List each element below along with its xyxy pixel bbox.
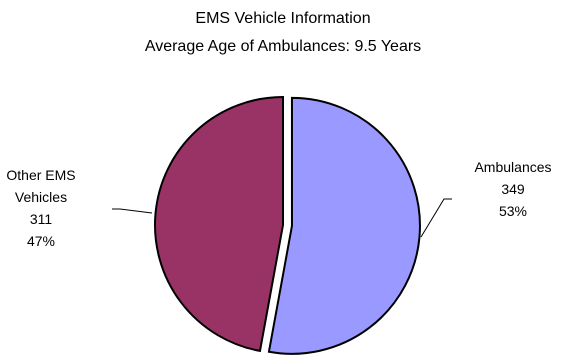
pie-slice-1 [154,95,284,353]
pie-slices [154,95,421,355]
slice-name-1-1: Vehicles [15,189,67,205]
slice-name-1-0: Other EMS [6,167,75,183]
slice-labels: Ambulances 349 53% Other EMS Vehicles 311 47% [6,159,551,249]
chart-subtitle: Average Age of Ambulances: 9.5 Years [145,38,421,55]
pie-slice-0 [267,96,421,355]
slice-percent-1: 47% [27,233,55,249]
slice-value-0: 349 [501,181,525,197]
leader-line-0 [420,198,452,238]
slice-name-0-0: Ambulances [474,159,551,175]
chart-title: EMS Vehicle Information [195,10,370,27]
slice-value-1: 311 [30,211,53,227]
leader-line-1 [112,208,153,214]
slice-percent-0: 53% [499,203,527,219]
